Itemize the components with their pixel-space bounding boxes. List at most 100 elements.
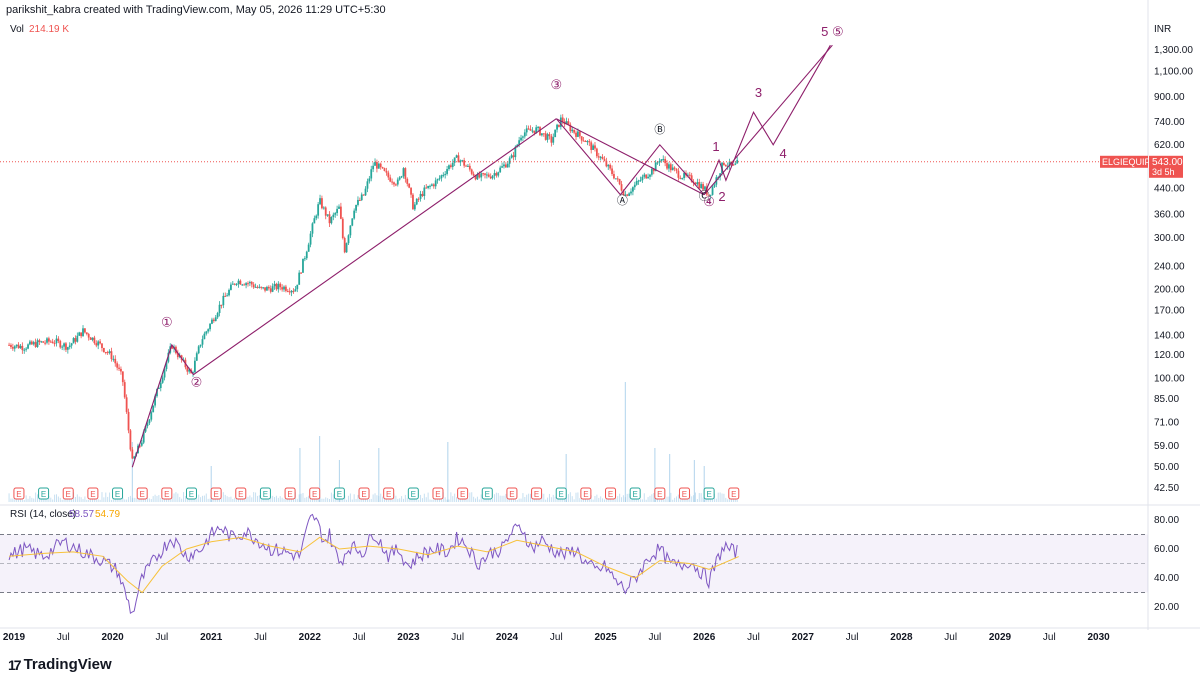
price-series — [8, 114, 739, 460]
elliott-wave-drawing[interactable] — [131, 44, 833, 468]
candle-body — [102, 348, 105, 353]
price-tick-label: 71.00 — [1154, 417, 1179, 428]
candle-body — [307, 244, 310, 252]
earnings-marker-letter: E — [287, 490, 292, 499]
volume-bar — [493, 494, 495, 502]
candle-body — [161, 377, 164, 383]
volume-bar — [480, 494, 482, 502]
candle-body — [91, 337, 94, 340]
volume-bar — [300, 493, 302, 502]
candle-body — [542, 133, 545, 135]
candle-body — [522, 136, 524, 138]
volume-bar — [230, 496, 232, 502]
tradingview-logo[interactable]: 17 TradingView — [8, 656, 112, 673]
volume-bar — [283, 498, 285, 502]
wave-line — [555, 118, 705, 196]
volume-bar — [302, 493, 304, 502]
candle-body — [364, 188, 367, 196]
candle-body — [209, 323, 211, 330]
volume-bar — [554, 496, 556, 502]
candle-body — [207, 329, 210, 332]
wave-label: ② — [191, 374, 203, 389]
candle-body — [379, 163, 382, 168]
earnings-marker-box — [605, 487, 617, 500]
candle-body — [44, 342, 46, 344]
volume-bar — [416, 498, 418, 502]
candle-body — [539, 126, 541, 136]
time-tick-label: Jul — [156, 632, 169, 643]
candle-body — [231, 283, 234, 285]
candle-body — [148, 419, 151, 424]
candle-body — [362, 194, 365, 196]
time-tick-label: Jul — [254, 632, 267, 643]
candle-body — [402, 168, 405, 177]
earnings-marker: E — [62, 487, 74, 500]
wave-label: 1 — [712, 139, 719, 154]
time-tick-label: 2024 — [496, 632, 519, 643]
candle-body — [89, 337, 92, 340]
volume-bar — [332, 494, 334, 502]
volume-bar — [76, 494, 78, 502]
volume-spike — [693, 460, 695, 502]
candle-body — [480, 173, 483, 178]
volume-bar — [676, 496, 678, 502]
candle-body — [396, 179, 399, 185]
volume-spike — [447, 442, 449, 502]
volume-bar — [298, 494, 300, 502]
volume-bar — [306, 496, 308, 502]
candle-body — [29, 341, 31, 345]
candle-body — [611, 168, 613, 175]
candle-body — [514, 146, 517, 158]
candle-body — [283, 286, 285, 290]
candle-body — [707, 194, 710, 196]
volume-bar — [391, 499, 393, 502]
earnings-marker-letter: E — [633, 490, 638, 499]
candle-body — [322, 207, 325, 209]
candle-body — [264, 287, 266, 291]
volume-bar — [622, 495, 624, 502]
candle-body — [142, 431, 145, 443]
candle-body — [349, 225, 352, 236]
candle-body — [66, 347, 69, 350]
volume-bar — [497, 493, 499, 502]
price-tick-label: 85.00 — [1154, 394, 1179, 405]
candle-body — [10, 344, 12, 348]
volume-bar — [245, 497, 247, 502]
candle-body — [290, 290, 293, 293]
candle-body — [133, 456, 136, 459]
candle-body — [262, 287, 265, 289]
volume-bar — [363, 498, 365, 502]
candle-body — [212, 319, 215, 322]
time-tick-label: 2022 — [299, 632, 322, 643]
candle-body — [567, 121, 570, 125]
volume-bar — [232, 499, 234, 502]
candle-body — [72, 338, 75, 344]
candle-body — [116, 363, 119, 368]
symbol-badge-text: ELGIEQUIP — [1102, 157, 1151, 167]
earnings-marker-letter: E — [213, 490, 218, 499]
rsi-ma-value: 54.79 — [95, 509, 120, 520]
candle-body — [531, 130, 534, 132]
volume-bar — [674, 497, 676, 502]
candle-body — [622, 190, 625, 196]
volume-bar — [431, 499, 433, 502]
earnings-marker-letter: E — [460, 490, 465, 499]
candle-body — [624, 194, 627, 196]
earnings-marker: E — [457, 487, 469, 500]
volume-bar — [427, 492, 429, 502]
earnings-marker: E — [605, 487, 617, 500]
volume-bar — [25, 495, 27, 502]
candle-body — [394, 184, 397, 186]
candle-body — [421, 193, 424, 197]
candle-body — [176, 353, 179, 358]
volume-bar — [708, 497, 710, 502]
volume-bar — [200, 497, 202, 502]
candle-body — [305, 251, 308, 259]
volume-bar — [558, 497, 560, 502]
candle-body — [457, 155, 460, 163]
volume-bar — [516, 499, 518, 502]
volume-bar — [124, 499, 126, 502]
candle-body — [453, 157, 456, 163]
volume-bar — [495, 492, 497, 502]
